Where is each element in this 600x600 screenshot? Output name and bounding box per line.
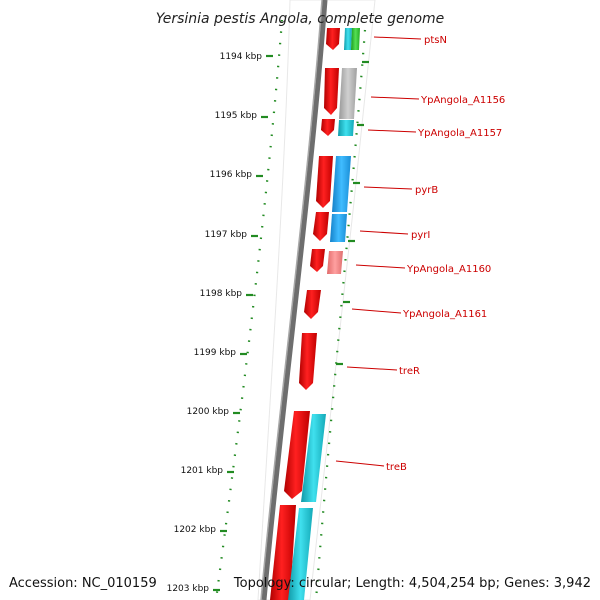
cds-ypangola-a1161[interactable] (304, 290, 321, 319)
backbone-line (261, 0, 328, 600)
tick-label: 1195 kbp (215, 111, 258, 121)
cds-ypangola-a1156[interactable] (324, 68, 339, 115)
tick-label: 1202 kbp (174, 525, 217, 535)
gene-label-treb[interactable]: treB (386, 462, 407, 473)
cog-ptsn-green[interactable] (351, 28, 360, 50)
tick-label: 1200 kbp (187, 407, 230, 417)
cog-ptsn-cyan[interactable] (344, 28, 352, 50)
outer-dotted-ring (314, 29, 367, 600)
tick-label: 1196 kbp (210, 170, 253, 180)
tick-label: 1197 kbp (205, 230, 248, 240)
gene-label-pyri[interactable]: pyrI (411, 230, 430, 241)
tick-marks (213, 54, 273, 592)
cds-treb[interactable] (284, 411, 310, 499)
gene-label-ptsn[interactable]: ptsN (424, 35, 447, 46)
topology-text: Topology: circular; Length: 4,504,254 bp… (233, 576, 591, 591)
cds-trer[interactable] (299, 333, 317, 390)
tick-label: 1201 kbp (181, 466, 224, 476)
cog-next-cyan[interactable] (288, 508, 313, 600)
cds-pyri[interactable] (313, 212, 329, 241)
gene-label-trer[interactable]: treR (399, 366, 420, 377)
gene-label-ypangola-a1156[interactable]: YpAngola_A1156 (420, 95, 505, 106)
cds-pyrb[interactable] (316, 156, 333, 208)
gene-labels: ptsN YpAngola_A1156 YpAngola_A1157 pyrB … (386, 35, 505, 473)
cog-features (288, 28, 360, 600)
outer-ring-ticks (336, 60, 369, 366)
backbone-line-highlight (260, 0, 323, 600)
tick-label: 1199 kbp (194, 348, 237, 358)
tick-label: 1194 kbp (220, 52, 263, 62)
gene-label-ypangola-a1157[interactable]: YpAngola_A1157 (417, 128, 502, 139)
cds-ypangola-a1160[interactable] (310, 249, 325, 272)
cds-ypangola-a1157[interactable] (321, 119, 335, 136)
tick-labels: 1194 kbp 1195 kbp 1196 kbp 1197 kbp 1198… (167, 52, 263, 594)
gene-label-ypangola-a1161[interactable]: YpAngola_A1161 (402, 309, 487, 320)
tick-label: 1203 kbp (167, 584, 210, 594)
cds-ptsn[interactable] (326, 28, 340, 50)
map-title: Yersinia pestis Angola, complete genome (156, 11, 445, 27)
gene-label-pyrb[interactable]: pyrB (415, 185, 438, 196)
cds-features (270, 28, 340, 600)
cog-treb-cyan[interactable] (301, 414, 326, 502)
cog-a1157-cyan[interactable] (338, 120, 354, 136)
gene-label-ypangola-a1160[interactable]: YpAngola_A1160 (406, 264, 491, 275)
cog-a1160-pink[interactable] (327, 251, 343, 274)
tick-label: 1198 kbp (200, 289, 243, 299)
cog-pyri-blue[interactable] (330, 214, 347, 242)
cog-a1156-gray[interactable] (339, 68, 357, 119)
accession-text: Accession: NC_010159 (9, 576, 157, 591)
cog-pyrb-blue[interactable] (332, 156, 351, 212)
leader-lines (335, 36, 422, 467)
cds-next[interactable] (270, 505, 296, 600)
